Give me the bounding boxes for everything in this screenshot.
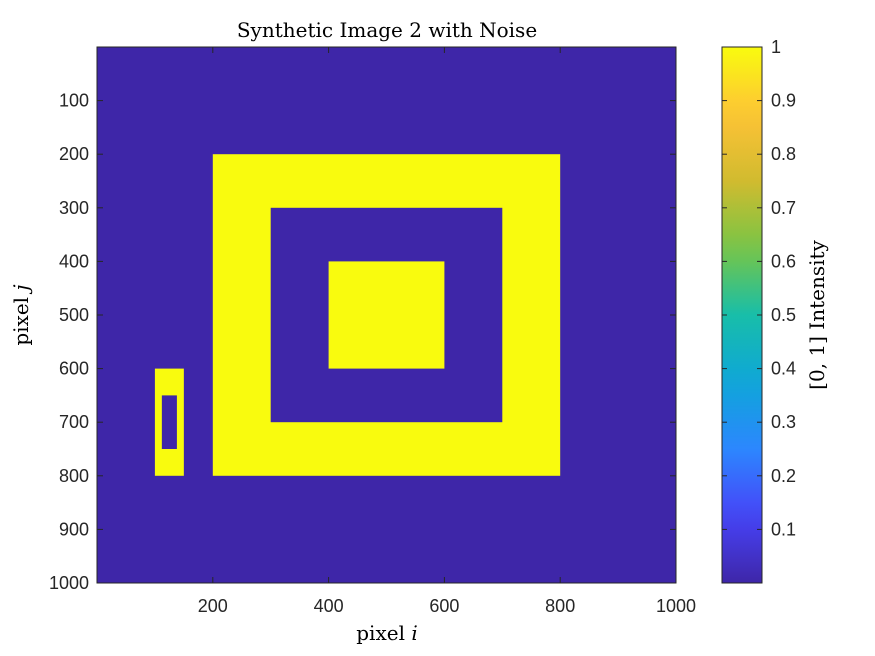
- colorbar-tick-label: 0.1: [771, 519, 796, 539]
- y-tick-label: 500: [59, 305, 89, 325]
- y-axis-label: pixel j: [9, 284, 33, 345]
- y-tick-label: 100: [59, 91, 89, 111]
- colorbar-tick-label: 0.6: [771, 251, 796, 271]
- chart-title: Synthetic Image 2 with Noise: [237, 18, 537, 42]
- x-axis-label-variable: i: [411, 621, 417, 645]
- y-axis-label-variable: j: [9, 284, 33, 294]
- x-tick-label: 800: [545, 596, 575, 616]
- colorbar-tick-label: 0.3: [771, 412, 796, 432]
- y-tick-label: 900: [59, 519, 89, 539]
- y-tick-label: 300: [59, 198, 89, 218]
- image-region-4: [161, 395, 177, 449]
- y-tick-label: 200: [59, 144, 89, 164]
- colorbar-tick-label: 1: [771, 37, 781, 57]
- image-plot: [96, 46, 677, 584]
- image-region-2: [328, 261, 445, 369]
- colorbar-label: [0, 1] Intensity: [805, 239, 829, 389]
- x-tick-label: 600: [429, 596, 459, 616]
- x-tick-label: 1000: [656, 596, 696, 616]
- colorbar-tick-label: 0.9: [771, 91, 796, 111]
- colorbar-tick-label: 0.7: [771, 198, 796, 218]
- y-tick-label: 1000: [49, 573, 89, 593]
- x-axis-label: pixel i: [356, 621, 417, 645]
- colorbar-tick-label: 0.5: [771, 305, 796, 325]
- colorbar-tick-label: 0.4: [771, 359, 796, 379]
- y-axis-label-text: pixel: [9, 291, 33, 346]
- y-tick-label: 800: [59, 466, 89, 486]
- colorbar-gradient: [722, 47, 762, 583]
- x-axis-label-text: pixel: [356, 621, 411, 645]
- y-tick-label: 400: [59, 251, 89, 271]
- x-tick-label: 400: [314, 596, 344, 616]
- colorbar: 0.1 0.2 0.3 0.4 0.5 0.6 0.7 0.8 0.9 1: [721, 37, 796, 584]
- x-tick-label: 200: [198, 596, 228, 616]
- x-axis-ticks: 200 400 600 800 1000: [198, 47, 696, 616]
- y-tick-label: 600: [59, 359, 89, 379]
- y-tick-label: 700: [59, 412, 89, 432]
- colorbar-tick-label: 0.8: [771, 144, 796, 164]
- y-axis-ticks: 100 200 300 400 500 600 700 800 900 1000: [49, 91, 676, 593]
- colorbar-tick-label: 0.2: [771, 466, 796, 486]
